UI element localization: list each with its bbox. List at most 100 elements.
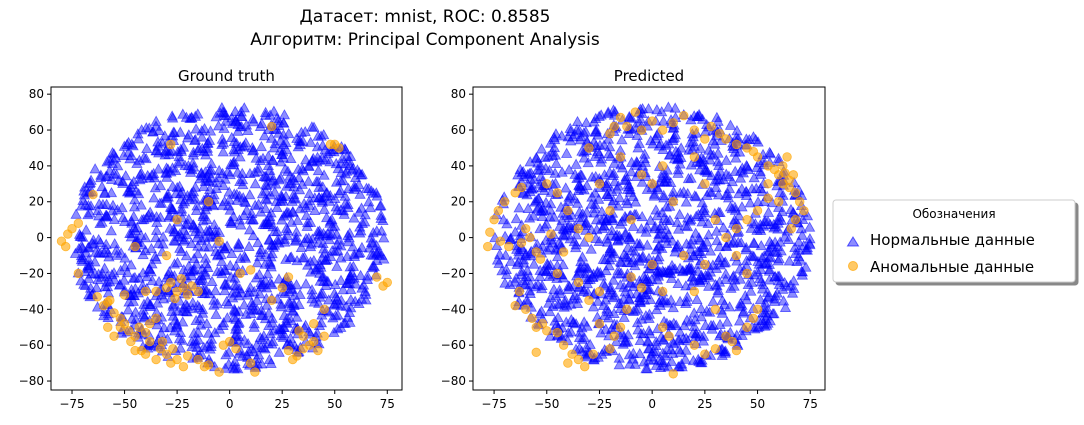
normal-point: [339, 197, 352, 208]
normal-point: [667, 347, 679, 358]
normal-point: [124, 153, 136, 164]
y-tick-label: 80: [29, 87, 44, 101]
normal-point: [285, 152, 297, 163]
normal-point: [760, 313, 772, 324]
normal-point: [544, 330, 556, 341]
normal-point: [703, 228, 715, 240]
normal-point: [75, 275, 87, 286]
normal-point: [281, 206, 293, 217]
normal-point: [191, 341, 203, 352]
normal-point: [281, 224, 294, 236]
normal-point: [263, 233, 275, 244]
normal-point: [680, 238, 693, 249]
normal-point: [340, 300, 352, 311]
normal-point: [216, 133, 229, 144]
normal-point: [329, 278, 341, 289]
y-tick-label: 60: [29, 123, 44, 137]
normal-point: [236, 110, 248, 121]
normal-point: [274, 135, 287, 146]
anomaly-point: [126, 336, 136, 347]
normal-point: [252, 198, 265, 209]
normal-point: [637, 250, 649, 261]
normal-point: [371, 190, 383, 201]
anomaly-point: [542, 179, 552, 189]
x-tick-label: −75: [59, 397, 84, 411]
normal-point: [327, 312, 339, 323]
normal-point: [115, 264, 127, 275]
normal-point: [345, 293, 357, 305]
normal-point: [629, 196, 642, 207]
anomaly-point: [187, 281, 197, 291]
normal-point: [711, 173, 724, 185]
anomaly-point: [679, 110, 689, 121]
normal-point: [93, 210, 105, 221]
normal-point: [339, 168, 352, 179]
normal-point: [640, 362, 652, 374]
normal-point: [605, 251, 618, 262]
x-tick-label: −25: [587, 397, 612, 411]
normal-point: [558, 224, 570, 235]
normal-point: [290, 279, 303, 290]
legend-title: Обозначения: [912, 207, 995, 221]
normal-point: [203, 241, 215, 252]
normal-point: [624, 287, 636, 299]
normal-point: [152, 237, 165, 248]
normal-point: [622, 183, 634, 194]
normal-point: [78, 185, 90, 196]
normal-point: [710, 262, 723, 273]
normal-point: [116, 175, 129, 186]
normal-point: [135, 229, 147, 240]
normal-point: [230, 286, 243, 297]
normal-point: [200, 257, 212, 269]
normal-point: [653, 241, 665, 252]
normal-point: [273, 346, 285, 357]
normal-point: [229, 329, 241, 341]
normal-point: [86, 237, 98, 248]
normal-point: [234, 151, 246, 162]
normal-point: [238, 139, 250, 150]
normal-point: [197, 210, 209, 221]
y-tick-label: 80: [451, 87, 466, 101]
normal-point: [713, 159, 725, 171]
anomaly-point: [520, 304, 531, 315]
normal-point: [301, 220, 313, 231]
normal-point: [213, 323, 226, 334]
normal-point: [791, 255, 803, 266]
normal-point: [125, 231, 137, 242]
normal-point: [359, 209, 371, 220]
normal-point: [265, 207, 277, 218]
normal-point: [149, 181, 162, 193]
normal-point: [631, 237, 643, 249]
normal-point: [764, 315, 776, 326]
normal-point: [128, 175, 140, 187]
normal-point: [239, 195, 251, 206]
normal-point: [560, 147, 573, 158]
normal-point: [575, 182, 587, 194]
anomaly-point: [115, 322, 126, 332]
normal-point: [261, 299, 273, 310]
normal-point: [606, 185, 618, 197]
normal-point: [82, 199, 95, 210]
normal-point: [175, 206, 188, 217]
normal-point: [511, 243, 523, 254]
anomaly-point: [689, 125, 700, 135]
normal-point: [331, 204, 343, 216]
normal-point: [176, 334, 188, 345]
normal-point: [190, 204, 203, 216]
normal-point: [705, 186, 718, 197]
normal-point: [339, 190, 351, 201]
normal-point: [734, 300, 746, 312]
y-tick-label: 20: [29, 195, 44, 209]
normal-point: [69, 247, 82, 258]
anomaly-point: [266, 121, 277, 132]
normal-point: [353, 166, 365, 177]
normal-point: [803, 237, 816, 248]
normal-point: [613, 352, 625, 363]
normal-point: [195, 167, 207, 179]
normal-point: [303, 195, 316, 206]
normal-point: [279, 287, 291, 298]
normal-point: [651, 266, 663, 277]
normal-point: [753, 321, 765, 332]
anomaly-point: [658, 161, 668, 171]
normal-point: [588, 202, 601, 213]
